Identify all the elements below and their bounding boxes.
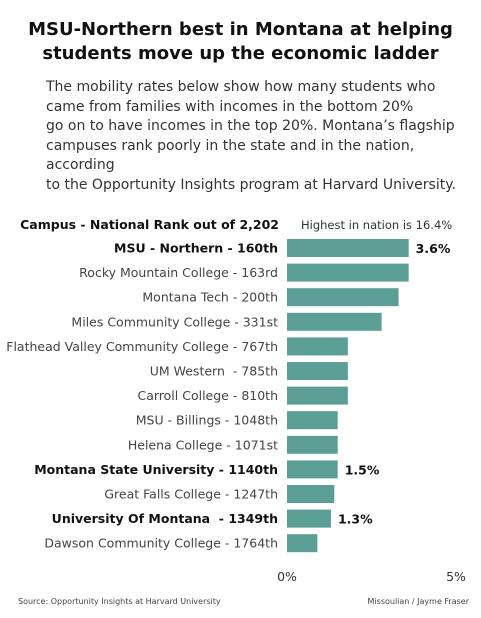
bar [287,362,348,380]
bar [287,239,409,257]
x-tick-label: 5% [446,569,466,584]
subtitle-line: came from families with incomes in the b… [46,98,414,115]
x-tick-label: 0% [277,569,297,584]
category-label: Helena College - 1071st [128,437,278,452]
category-label: Dawson Community College - 1764th [44,536,278,551]
bar [287,460,338,479]
data-label: 1.5% [345,462,380,477]
category-label: Montana State University - 1140th [34,462,278,477]
subtitle-line: campuses rank poorly in the state and in… [46,137,415,174]
subtitle-line: The mobility rates below show how many s… [46,79,436,95]
chart-subtitle: The mobility rates below show how many s… [46,78,471,195]
subtitle-line: to the Opportunity Insights program at H… [46,176,456,193]
bar [287,288,399,307]
bar [287,534,318,553]
category-label: Great Falls College - 1247th [104,487,278,502]
data-label: 3.6% [416,241,451,256]
highest-note: Highest in nation is 16.4% [301,218,452,232]
category-label: Flathead Valley Community College - 767t… [6,339,278,354]
credit-note: Missoulian / Jayme Fraser [367,597,469,606]
bar [287,509,331,528]
subtitle-line: go on to have incomes in the top 20%. Mo… [46,118,455,134]
category-label: University Of Montana - 1349th [52,511,278,526]
category-label: Miles Community College - 331st [71,314,278,329]
category-label: Montana Tech - 200th [142,290,278,305]
bar-rows: MSU - Northern - 160th 3.6% Rocky Mountain… [6,239,451,553]
column-header: Campus - National Rank out of 2,202 [20,217,279,232]
bar [287,312,382,331]
source-note: Source: Opportunity Insights at Harvard … [18,597,221,606]
chart-title: MSU-Northern best in Montana at helping … [0,18,481,66]
title-line-1: MSU-Northern best in Montana at helping [28,19,453,40]
category-label: MSU - Billings - 1048th [136,413,278,428]
bar [287,386,348,405]
category-label: Carroll College - 810th [137,388,278,403]
bar [287,485,335,503]
category-label: Rocky Mountain College - 163rd [79,265,278,280]
bar [287,435,338,454]
bar [287,337,348,356]
bar [287,263,409,282]
title-line-2: students move up the economic ladder [42,43,439,64]
category-label: MSU - Northern - 160th [114,241,278,256]
x-axis-ticks: 0% 5% [277,569,466,584]
data-label: 1.3% [338,512,373,527]
category-label: UM Western - 785th [150,364,278,379]
bar [287,411,338,430]
